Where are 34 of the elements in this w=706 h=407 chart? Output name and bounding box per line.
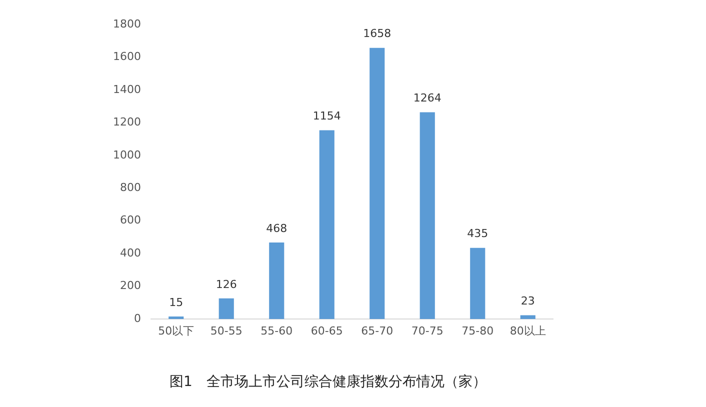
bar <box>319 130 334 319</box>
data-label: 23 <box>520 294 535 308</box>
x-tick-label: 50-55 <box>210 324 242 338</box>
bar <box>370 48 385 319</box>
y-tick-label: 400 <box>120 246 141 260</box>
data-label: 126 <box>216 278 237 291</box>
y-tick-label: 200 <box>120 279 141 292</box>
x-tick-label: 70-75 <box>411 324 444 338</box>
y-tick-label: 600 <box>120 214 141 227</box>
y-tick-label: 800 <box>120 181 141 194</box>
x-tick-label: 55-60 <box>260 324 293 338</box>
y-tick-label: 1600 <box>112 50 141 64</box>
data-label: 1264 <box>413 92 442 105</box>
bar <box>470 248 486 319</box>
data-label: 435 <box>467 227 488 240</box>
data-label: 468 <box>266 222 288 235</box>
bar <box>269 242 284 319</box>
x-tick-label: 80以上 <box>510 324 546 338</box>
x-tick-label: 65-70 <box>361 324 394 338</box>
y-tick-label: 1800 <box>112 17 141 30</box>
y-tick-label: 1200 <box>112 116 141 129</box>
x-tick-label: 50以下 <box>158 324 194 338</box>
y-tick-label: 1400 <box>112 82 141 96</box>
data-label: 15 <box>169 296 184 309</box>
data-label: 1658 <box>363 27 392 40</box>
x-tick-label: 75-80 <box>462 324 494 338</box>
text: 图1 全市场上市公司综合健康指数分布情况（家） <box>170 374 486 390</box>
y-tick-label: 0 <box>134 312 141 325</box>
y-tick-label: 1000 <box>112 148 141 162</box>
bar <box>218 298 234 319</box>
data-label: 1154 <box>312 110 341 123</box>
x-tick-label: 60-65 <box>310 324 343 338</box>
bar <box>520 315 536 319</box>
bar <box>420 112 435 319</box>
